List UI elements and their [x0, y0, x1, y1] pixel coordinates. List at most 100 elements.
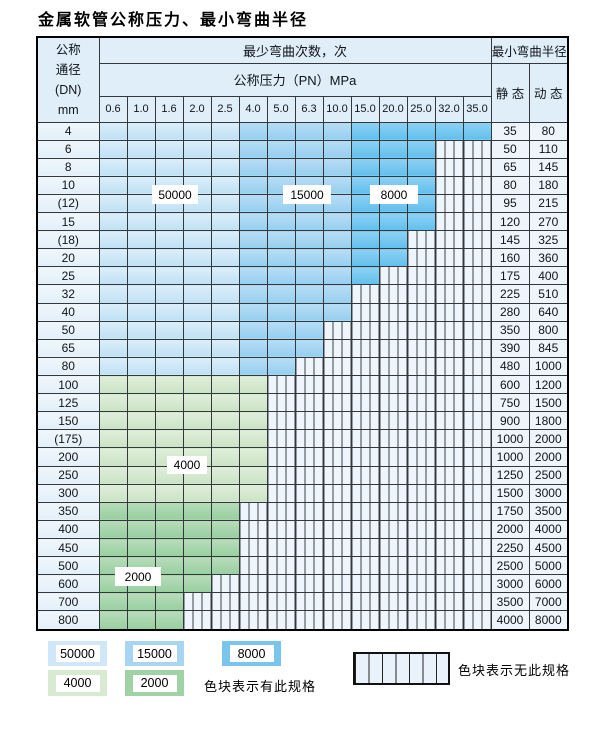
no-spec-cell	[210, 610, 240, 631]
pressure-col-header: 32.0	[434, 95, 464, 123]
legend-swatch-8000: 8000	[222, 641, 281, 666]
no-spec-cell	[322, 393, 352, 413]
table-row: 6 50 110	[36, 139, 569, 159]
spec-cell	[266, 139, 296, 159]
no-spec-cell	[238, 574, 268, 594]
static-radius-cell: 600	[490, 375, 530, 395]
spec-cell	[210, 175, 240, 195]
spec-cell	[294, 284, 324, 304]
no-spec-cell	[322, 375, 352, 395]
pressure-col-header: 20.0	[378, 95, 408, 123]
no-spec-cell	[462, 538, 492, 558]
spec-cell	[182, 411, 212, 431]
spec-cell	[98, 483, 128, 503]
spec-cell	[98, 411, 128, 431]
no-spec-cell	[462, 501, 492, 521]
no-spec-cell	[266, 610, 296, 631]
no-spec-cell	[238, 538, 268, 558]
dynamic-radius-cell: 325	[528, 230, 569, 250]
no-spec-cell	[266, 429, 296, 449]
no-spec-cell	[434, 356, 464, 377]
pressure-header: 公称压力（PN）MPa	[98, 62, 492, 97]
static-radius-cell: 750	[490, 393, 530, 413]
no-spec-cell	[294, 375, 324, 395]
no-spec-cell	[406, 556, 436, 576]
dynamic-radius-cell: 215	[528, 193, 569, 214]
spec-cell	[98, 302, 128, 322]
spec-cell	[182, 248, 212, 268]
legend-swatch-label: 15000	[132, 645, 177, 662]
spec-cell	[98, 610, 128, 631]
spec-cell	[294, 212, 324, 232]
spec-cell	[98, 465, 128, 485]
dynamic-radius-cell: 360	[528, 248, 569, 268]
no-spec-cell	[434, 501, 464, 521]
spec-cell	[238, 320, 268, 340]
no-spec-cell	[406, 483, 436, 503]
spec-cell	[294, 157, 324, 177]
no-spec-cell	[406, 592, 436, 612]
table-row: 700 3500 7000	[36, 592, 569, 612]
no-spec-cell	[322, 574, 352, 594]
no-spec-cell	[350, 393, 380, 413]
spec-cell	[154, 139, 184, 159]
spec-cell	[126, 266, 156, 286]
spec-cell	[350, 212, 380, 232]
spec-cell	[126, 356, 156, 377]
dn-cell: (12)	[36, 193, 100, 214]
dynamic-radius-cell: 7000	[528, 592, 569, 612]
cycles-label-8000: 8000	[370, 185, 418, 204]
no-spec-cell	[378, 538, 408, 558]
spec-cell	[294, 248, 324, 268]
spec-cell	[210, 519, 240, 540]
no-spec-cell	[294, 447, 324, 467]
no-spec-cell	[350, 610, 380, 631]
no-spec-cell	[294, 483, 324, 503]
dn-cell: 400	[36, 519, 100, 540]
no-spec-cell	[434, 139, 464, 159]
dynamic-radius-cell: 5000	[528, 556, 569, 576]
dn-cell: 700	[36, 592, 100, 612]
static-radius-cell: 50	[490, 139, 530, 159]
dynamic-radius-cell: 845	[528, 338, 569, 358]
dn-cell: 100	[36, 375, 100, 395]
table-row: 15 120 270	[36, 212, 569, 232]
dynamic-radius-cell: 800	[528, 320, 569, 340]
table-row: 50 350 800	[36, 320, 569, 340]
dn-cell: 80	[36, 356, 100, 377]
spec-cell	[182, 338, 212, 358]
dn-header-line: (DN)	[55, 82, 82, 97]
spec-cell	[350, 121, 380, 141]
static-radius-cell: 1500	[490, 483, 530, 503]
spec-cell	[266, 212, 296, 232]
legend-no-spec-swatch	[353, 652, 450, 685]
no-spec-cell	[462, 248, 492, 268]
no-spec-cell	[462, 338, 492, 358]
spec-cell	[126, 230, 156, 250]
no-spec-cell	[322, 519, 352, 540]
spec-cell	[238, 230, 268, 250]
dynamic-radius-cell: 180	[528, 175, 569, 195]
spec-cell	[154, 230, 184, 250]
dn-cell: 200	[36, 447, 100, 467]
legend-swatch-label: 8000	[229, 645, 274, 662]
spec-cell	[322, 284, 352, 304]
dynamic-radius-cell: 4500	[528, 538, 569, 558]
no-spec-cell	[434, 610, 464, 631]
static-radius-cell: 2500	[490, 556, 530, 576]
no-spec-cell	[350, 465, 380, 485]
table-row: (12) 95 215	[36, 193, 569, 214]
no-spec-cell	[266, 465, 296, 485]
no-spec-cell	[322, 320, 352, 340]
no-spec-cell	[462, 320, 492, 340]
cycles-label-15000: 15000	[283, 185, 331, 204]
dn-cell: 450	[36, 538, 100, 558]
no-spec-cell	[378, 284, 408, 304]
no-spec-cell	[294, 538, 324, 558]
spec-cell	[154, 284, 184, 304]
no-spec-cell	[378, 574, 408, 594]
no-spec-cell	[406, 465, 436, 485]
no-spec-cell	[294, 574, 324, 594]
no-spec-cell	[350, 447, 380, 467]
static-radius-cell: 95	[490, 193, 530, 214]
